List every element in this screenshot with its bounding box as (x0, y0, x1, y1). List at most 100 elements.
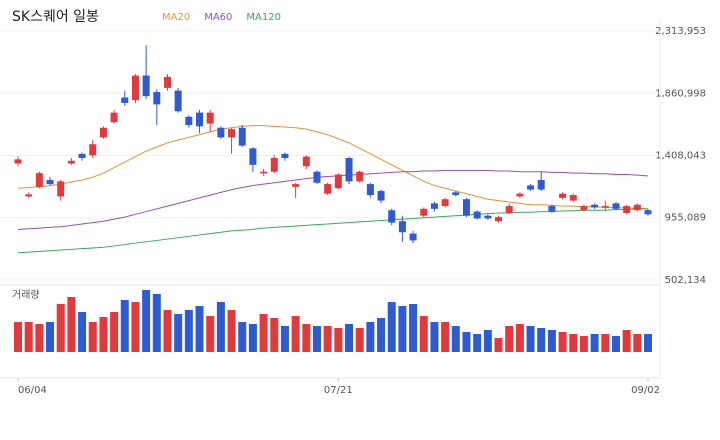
volume-bar (505, 326, 514, 352)
x-tick-label: 09/02 (631, 385, 660, 396)
volume-bar (163, 310, 172, 352)
legend-label: MA60 (204, 12, 232, 23)
volume-bar (238, 322, 247, 352)
volume-bar (419, 316, 428, 352)
candle-body (633, 204, 641, 211)
volume-bar (184, 310, 193, 352)
volume-bar (56, 304, 65, 352)
y-tick-label: 502,134 (665, 275, 706, 286)
volume-bar (547, 330, 556, 352)
candle-body (260, 171, 268, 174)
volume-bar (174, 314, 183, 352)
legend-label: MA120 (246, 12, 281, 23)
volume-bar (227, 310, 236, 352)
candle-body (366, 184, 374, 196)
volume-bar (142, 290, 151, 352)
volume-bar (473, 334, 482, 352)
candle-body (67, 160, 75, 164)
candle-body (516, 193, 524, 197)
volume-bar (302, 324, 311, 352)
volume-bar (611, 336, 620, 352)
volume-bar (483, 330, 492, 352)
volume-bar (366, 322, 375, 352)
volume-bar (152, 294, 161, 352)
candle-body (409, 233, 417, 241)
candle-body (153, 92, 161, 105)
candle-body (527, 185, 535, 190)
legend-label: MA20 (162, 12, 190, 23)
volume-bar (120, 300, 129, 352)
volume-bar (291, 316, 300, 352)
candle-body (163, 76, 171, 88)
volume-bar (494, 338, 503, 352)
volume-bar (451, 326, 460, 352)
volume-bar (387, 302, 396, 352)
volume-bar (323, 326, 332, 352)
candle-body (25, 194, 33, 197)
ma-line (17, 125, 649, 210)
volume-bar (24, 322, 33, 352)
candle-body (452, 192, 460, 196)
candle-body (441, 199, 449, 207)
volume-bar (99, 317, 108, 352)
volume-bar (78, 312, 87, 352)
candle-body (484, 215, 492, 219)
y-tick-label: 2,313,953 (655, 26, 706, 37)
volume-bar (441, 322, 450, 352)
candle-body (121, 97, 129, 104)
chart-title: SK스퀘어 일봉 (12, 9, 99, 25)
volume-bar (46, 322, 55, 352)
volume-bar (216, 302, 225, 352)
candle-body (131, 75, 139, 101)
volume-bar (515, 324, 524, 352)
volume-bar (430, 322, 439, 352)
candle-body (623, 206, 631, 213)
candle-body (591, 204, 599, 208)
candle-body (537, 179, 545, 190)
candle-body (473, 211, 481, 219)
volume-bar (462, 332, 471, 352)
volume-bar (14, 322, 22, 352)
volume-bar (35, 324, 44, 352)
candle-body (270, 157, 278, 172)
volume-bar (345, 324, 354, 352)
volume-bar (131, 302, 140, 352)
volume-bar (312, 326, 321, 352)
volume-bar (601, 334, 610, 352)
candle-body (206, 112, 214, 124)
volume-label: 거래량 (12, 289, 40, 301)
volume-bar (206, 316, 215, 352)
candle-body (462, 199, 470, 216)
volume-bar (67, 297, 76, 352)
candle-body (57, 181, 65, 197)
candle-body (14, 159, 22, 164)
volume-bar (248, 324, 257, 352)
candle-body (548, 206, 556, 212)
volume-bar (110, 312, 119, 352)
candle-body (46, 179, 54, 185)
candle-body (281, 153, 289, 158)
volume-bar (590, 334, 599, 352)
candle-body (324, 184, 332, 194)
candle-body (89, 144, 97, 156)
candle-body (388, 210, 396, 223)
volume-bar (644, 334, 652, 352)
volume-bar (579, 336, 588, 352)
candle-body (334, 174, 342, 189)
candle-body (644, 210, 652, 215)
candle-body (430, 203, 438, 209)
candle-body (420, 208, 428, 216)
candle-body (601, 206, 609, 208)
volume-bar (270, 318, 279, 352)
volume-bar (558, 332, 567, 352)
candle-body (292, 184, 300, 187)
candle-body (398, 221, 406, 233)
volume-bar (377, 318, 386, 352)
x-tick-label: 07/21 (324, 385, 353, 396)
volume-bar (88, 322, 97, 352)
volume-bar (259, 314, 268, 352)
volume-bar (280, 326, 289, 352)
volume-bar (398, 306, 407, 352)
candle-body (377, 190, 385, 201)
candle-body (580, 206, 588, 211)
